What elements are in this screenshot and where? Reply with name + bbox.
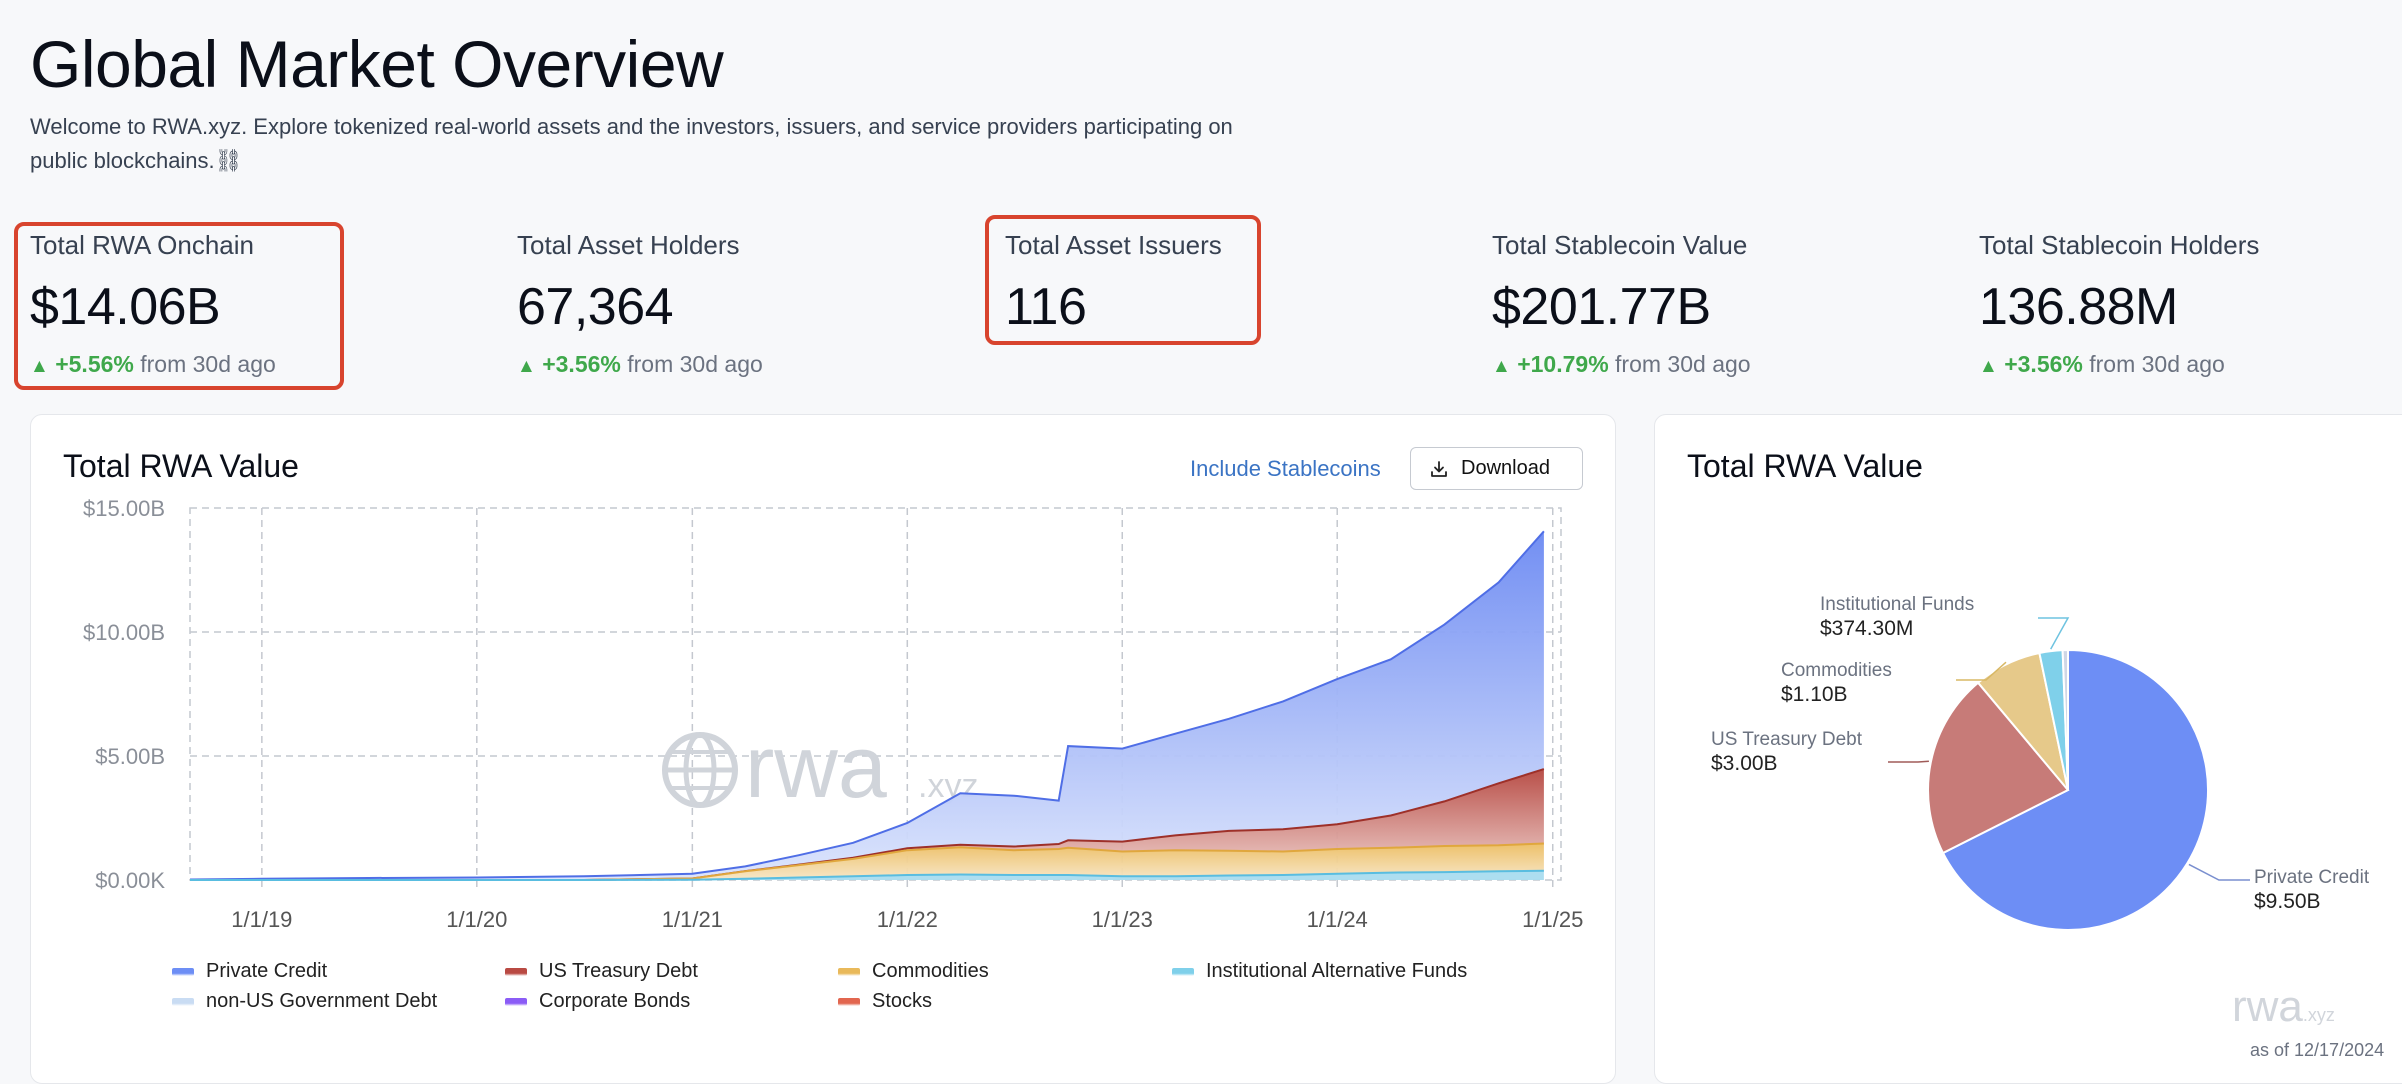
legend-item[interactable]: Stocks bbox=[838, 990, 932, 1013]
legend-swatch bbox=[838, 997, 860, 1006]
legend-label: Institutional Alternative Funds bbox=[1206, 960, 1468, 982]
legend-item[interactable]: non-US Government Debt bbox=[172, 990, 437, 1013]
stat-value: $201.77B bbox=[1492, 278, 1711, 336]
include-stablecoins-toggle[interactable]: Include Stablecoins bbox=[1190, 456, 1381, 481]
institutional-funds-area-line bbox=[190, 869, 1544, 881]
rwa-watermark: rwa .xyz bbox=[662, 717, 978, 816]
legend-label: US Treasury Debt bbox=[539, 960, 698, 982]
private-credit-area bbox=[190, 531, 1544, 880]
legend-label: Corporate Bonds bbox=[539, 990, 691, 1012]
stat-total-holders: Total Asset Holders 67,364 ▲ +3.56% from… bbox=[517, 230, 763, 378]
stat-stablecoin-holders: Total Stablecoin Holders 136.88M ▲ +3.56… bbox=[1979, 230, 2259, 378]
institutional-funds-area bbox=[190, 870, 1544, 880]
pie-slice bbox=[2061, 648, 2069, 791]
legend-swatch bbox=[172, 967, 194, 976]
pie-slice bbox=[1941, 648, 2209, 931]
download-button[interactable]: Download bbox=[1410, 447, 1583, 490]
stat-stablecoin-value: Total Stablecoin Value $201.77B ▲ +10.79… bbox=[1492, 230, 1751, 378]
pie-label-name: US Treasury Debt bbox=[1711, 729, 1862, 750]
up-triangle-icon: ▲ bbox=[30, 356, 49, 377]
y-tick-label: $5.00B bbox=[95, 744, 165, 769]
download-label: Download bbox=[1461, 457, 1550, 479]
pie-label-value: $1.10B bbox=[1781, 683, 1848, 706]
x-tick-label: 1/1/25 bbox=[1522, 907, 1583, 932]
page-intro: Welcome to RWA.xyz. Explore tokenized re… bbox=[30, 114, 1233, 173]
pie-label: US Treasury Debt $3.00B bbox=[1711, 728, 1862, 776]
watermark-text: rwa bbox=[745, 717, 887, 816]
legend-label: Commodities bbox=[872, 960, 989, 982]
stat-change: ▲ +3.56% from 30d ago bbox=[517, 351, 763, 377]
stat-change: ▲ +3.56% from 30d ago bbox=[1979, 351, 2225, 377]
legend-swatch bbox=[172, 997, 194, 1006]
legend-item[interactable]: Institutional Alternative Funds bbox=[1172, 960, 1467, 983]
x-tick-label: 1/1/22 bbox=[877, 907, 938, 932]
private-credit-area-line bbox=[189, 530, 1545, 881]
legend-label: Private Credit bbox=[206, 960, 328, 982]
pie-label: Private Credit $9.50B bbox=[2254, 866, 2369, 914]
legend-swatch bbox=[838, 967, 860, 976]
pie-label-value: $374.30M bbox=[1820, 617, 1914, 640]
stat-label: Total Stablecoin Holders bbox=[1979, 230, 2260, 260]
legend-item[interactable]: Commodities bbox=[838, 960, 989, 983]
stat-value: $14.06B bbox=[30, 278, 221, 336]
legend-swatch bbox=[505, 997, 527, 1006]
stat-total-rwa: Total RWA Onchain $14.06B ▲ +5.56% from … bbox=[30, 230, 276, 378]
pie-chart bbox=[1888, 617, 2250, 931]
pie-label-name: Institutional Funds bbox=[1820, 594, 1975, 615]
up-triangle-icon: ▲ bbox=[1492, 356, 1511, 377]
pie-label-value: $9.50B bbox=[2254, 890, 2321, 913]
area-chart: rwa .xyz $0.00K $5.00B $10.00B $15.00B 1/1/1… bbox=[83, 496, 1583, 932]
legend-item[interactable]: Corporate Bonds bbox=[505, 990, 690, 1013]
legend-item[interactable]: Private Credit bbox=[172, 960, 327, 983]
page-title: Global Market Overview bbox=[30, 27, 724, 101]
stat-label: Total Stablecoin Value bbox=[1492, 230, 1748, 260]
card-title: Total RWA Value bbox=[63, 448, 299, 484]
pie-leader-line bbox=[2038, 617, 2070, 650]
pie-label-value: $3.00B bbox=[1711, 752, 1778, 775]
highlight-box bbox=[14, 222, 344, 390]
stat-change: ▲ +5.56% from 30d ago bbox=[30, 351, 276, 377]
pie-label-name: Private Credit bbox=[2254, 867, 2370, 888]
y-tick-label: $15.00B bbox=[83, 496, 165, 521]
up-triangle-icon: ▲ bbox=[517, 356, 536, 377]
x-tick-label: 1/1/24 bbox=[1307, 907, 1368, 932]
pie-slice bbox=[1927, 681, 2070, 855]
pie-leader-line bbox=[1888, 760, 1929, 763]
y-tick-label: $0.00K bbox=[95, 868, 165, 893]
commodities-area bbox=[190, 843, 1544, 880]
stat-label: Total Asset Holders bbox=[517, 230, 740, 260]
pie-label-name: Commodities bbox=[1781, 660, 1892, 681]
as-of-date: as of 12/17/2024 bbox=[2250, 1040, 2385, 1060]
download-icon bbox=[1431, 460, 1447, 477]
pie-leader-line bbox=[1956, 661, 2007, 681]
stat-value: 136.88M bbox=[1979, 278, 2178, 336]
pie-leader-line bbox=[2188, 863, 2250, 881]
stat-label: Total RWA Onchain bbox=[30, 230, 254, 260]
stat-value: 116 bbox=[1005, 278, 1087, 336]
pie-chart-card bbox=[1654, 414, 2402, 1084]
stat-label: Total Asset Issuers bbox=[1005, 230, 1222, 260]
x-tick-label: 1/1/20 bbox=[446, 907, 507, 932]
stat-change: ▲ +10.79% from 30d ago bbox=[1492, 351, 1751, 377]
stat-total-issuers: Total Asset Issuers 116 bbox=[1005, 230, 1222, 337]
stat-value: 67,364 bbox=[517, 278, 674, 336]
pie-label: Institutional Funds $374.30M bbox=[1820, 593, 1974, 641]
highlight-box bbox=[985, 215, 1261, 345]
legend-swatch bbox=[505, 967, 527, 976]
legend-label: Stocks bbox=[872, 990, 933, 1012]
pie-label: Commodities $1.10B bbox=[1781, 659, 1892, 707]
legend-swatch bbox=[1172, 967, 1194, 976]
legend-label: non-US Government Debt bbox=[206, 990, 438, 1012]
card-title: Total RWA Value bbox=[1687, 448, 1923, 484]
x-tick-label: 1/1/21 bbox=[662, 907, 723, 932]
y-tick-label: $10.00B bbox=[83, 620, 165, 645]
x-tick-label: 1/1/19 bbox=[231, 907, 292, 932]
pie-watermark: rwa.xyz bbox=[2232, 982, 2335, 1031]
x-tick-label: 1/1/23 bbox=[1092, 907, 1153, 932]
legend-item[interactable]: US Treasury Debt bbox=[505, 960, 698, 983]
up-triangle-icon: ▲ bbox=[1979, 356, 1998, 377]
